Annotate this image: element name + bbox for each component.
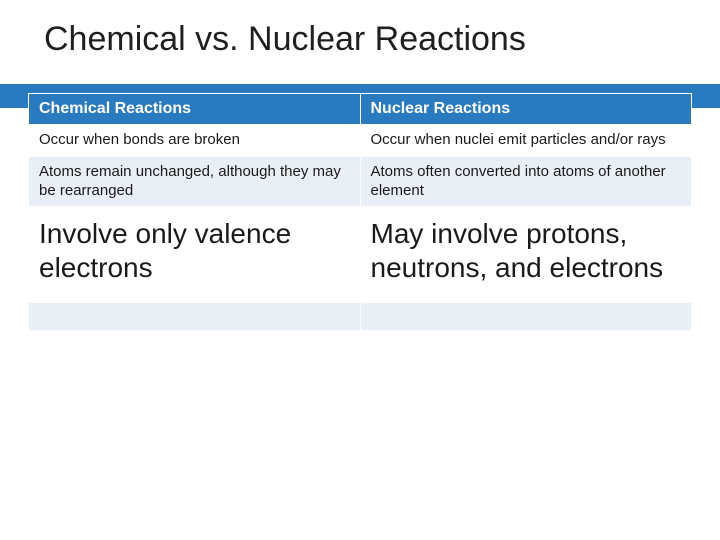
cell-nuclear: Occur when nuclei emit particles and/or … bbox=[360, 125, 692, 157]
table-row-empty bbox=[29, 331, 692, 357]
cell-nuclear: Atoms often converted into atoms of anot… bbox=[360, 156, 692, 207]
cell-empty bbox=[29, 331, 361, 357]
table-row: Involve only valence electrons May invol… bbox=[29, 207, 692, 303]
col-header-chemical: Chemical Reactions bbox=[29, 94, 361, 125]
table-row-empty bbox=[29, 303, 692, 331]
cell-chemical-big: Involve only valence electrons bbox=[29, 207, 361, 303]
cell-empty bbox=[360, 303, 692, 331]
cell-nuclear-big: May involve protons, neutrons, and elect… bbox=[360, 207, 692, 303]
page-title: Chemical vs. Nuclear Reactions bbox=[44, 20, 692, 59]
cell-chemical: Occur when bonds are broken bbox=[29, 125, 361, 157]
slide: Chemical vs. Nuclear Reactions Chemical … bbox=[0, 0, 720, 540]
cell-empty bbox=[29, 303, 361, 331]
table-header-row: Chemical Reactions Nuclear Reactions bbox=[29, 94, 692, 125]
cell-chemical: Atoms remain unchanged, although they ma… bbox=[29, 156, 361, 207]
cell-empty bbox=[360, 331, 692, 357]
table-row: Atoms remain unchanged, although they ma… bbox=[29, 156, 692, 207]
table-row: Occur when bonds are broken Occur when n… bbox=[29, 125, 692, 157]
col-header-nuclear: Nuclear Reactions bbox=[360, 94, 692, 125]
comparison-table-wrap: Chemical Reactions Nuclear Reactions Occ… bbox=[28, 93, 692, 357]
comparison-table: Chemical Reactions Nuclear Reactions Occ… bbox=[28, 93, 692, 357]
